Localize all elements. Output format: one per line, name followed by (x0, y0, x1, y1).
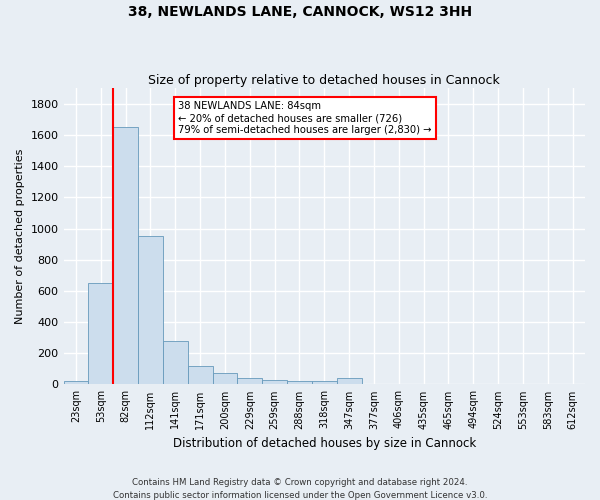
Bar (188, 366, 212, 384)
Text: 38, NEWLANDS LANE, CANNOCK, WS12 3HH: 38, NEWLANDS LANE, CANNOCK, WS12 3HH (128, 5, 472, 19)
Bar (138, 236, 163, 384)
Bar (337, 378, 362, 384)
Bar (212, 372, 238, 384)
Text: 38 NEWLANDS LANE: 84sqm
← 20% of detached houses are smaller (726)
79% of semi-d: 38 NEWLANDS LANE: 84sqm ← 20% of detache… (178, 102, 432, 134)
Title: Size of property relative to detached houses in Cannock: Size of property relative to detached ho… (148, 74, 500, 87)
Bar (238, 378, 262, 384)
Bar (312, 382, 337, 384)
X-axis label: Distribution of detached houses by size in Cannock: Distribution of detached houses by size … (173, 437, 476, 450)
Y-axis label: Number of detached properties: Number of detached properties (15, 148, 25, 324)
Text: Contains HM Land Registry data © Crown copyright and database right 2024.
Contai: Contains HM Land Registry data © Crown c… (113, 478, 487, 500)
Bar (287, 380, 312, 384)
Bar (64, 382, 88, 384)
Bar (163, 341, 188, 384)
Bar (88, 283, 113, 384)
Bar (113, 127, 138, 384)
Bar (262, 380, 287, 384)
